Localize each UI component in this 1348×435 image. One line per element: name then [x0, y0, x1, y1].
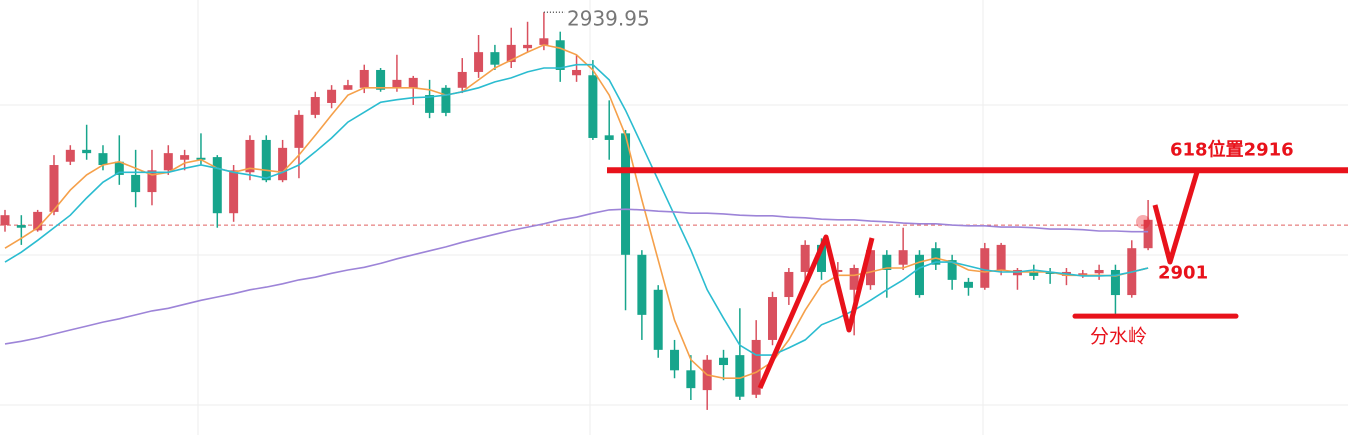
candle-body: [245, 139, 255, 173]
candle-body: [653, 289, 663, 350]
candle-body: [980, 248, 990, 288]
candle-body: [376, 69, 386, 90]
candle-body: [719, 357, 729, 366]
level-618-label: 618位置2916: [1170, 138, 1294, 160]
candle-body: [735, 355, 745, 397]
candle-body: [49, 165, 59, 212]
candle-body: [947, 260, 957, 280]
candle-body: [310, 97, 320, 115]
candle-body: [196, 157, 206, 160]
candle-body: [670, 349, 680, 371]
candle-body: [800, 244, 810, 272]
candle-body: [963, 281, 973, 288]
candle-body: [1094, 269, 1104, 274]
candle-body: [490, 52, 500, 65]
candle-body: [555, 40, 565, 70]
candle-body: [849, 267, 859, 290]
candle-body: [931, 248, 941, 265]
candle-body: [180, 155, 190, 160]
candle-body: [294, 114, 304, 148]
candle-body: [914, 254, 924, 296]
candle-body: [1143, 219, 1153, 249]
candle-body: [457, 71, 467, 88]
candle-body: [474, 52, 484, 72]
candle-body: [408, 77, 418, 88]
candle-body: [212, 157, 222, 214]
candle-body: [621, 133, 631, 255]
candle-body: [392, 79, 402, 88]
candle-body: [572, 69, 582, 76]
candle-body: [114, 161, 124, 175]
plot: 2939.95: [0, 7, 1348, 410]
moving-average: [4, 63, 1149, 356]
support-label: 2901: [1158, 262, 1208, 283]
moving-average: [4, 208, 1149, 345]
candle-body: [751, 339, 761, 395]
high-label: 2939.95: [567, 7, 650, 31]
candle-body: [604, 135, 614, 140]
candle-body: [539, 38, 549, 45]
candle-body: [996, 244, 1006, 270]
candle-body: [784, 271, 794, 298]
dot: [1136, 215, 1150, 229]
candle-body: [131, 174, 141, 193]
candle-body: [441, 87, 451, 113]
v-mark: [1152, 171, 1200, 265]
candle-body: [1045, 271, 1055, 274]
candle-body: [425, 95, 435, 113]
candle-body: [1078, 273, 1088, 276]
zigzag: [757, 234, 875, 390]
candle-body: [82, 149, 92, 154]
candle-body: [686, 370, 696, 389]
candle-body: [33, 211, 43, 231]
candle-body: [768, 297, 778, 340]
candle-body: [865, 250, 875, 286]
candle-body: [343, 85, 353, 90]
candle-body: [833, 269, 843, 272]
candle-body: [1029, 271, 1039, 276]
candle-body: [98, 153, 108, 166]
candle-body: [882, 254, 892, 270]
annotations: 618位置2916 2901 分水岭: [607, 138, 1348, 390]
candle-body: [16, 225, 26, 228]
candle-body: [523, 44, 533, 49]
candle-body: [0, 215, 10, 226]
candle-body: [898, 250, 908, 265]
candle-body: [261, 139, 271, 181]
candle-body: [637, 254, 647, 315]
candle-body: [817, 244, 826, 272]
candle-body: [147, 170, 157, 193]
candle-body: [359, 69, 369, 88]
candle-body: [1110, 269, 1120, 296]
candle-body: [229, 170, 239, 214]
candle-body: [278, 147, 288, 181]
candle-body: [588, 75, 598, 138]
candle-body: [163, 153, 173, 171]
moving-average: [4, 44, 1149, 379]
candle-body: [506, 44, 516, 63]
candle-body: [327, 89, 337, 103]
candle-body: [65, 149, 75, 162]
watershed-label: 分水岭: [1090, 326, 1147, 348]
